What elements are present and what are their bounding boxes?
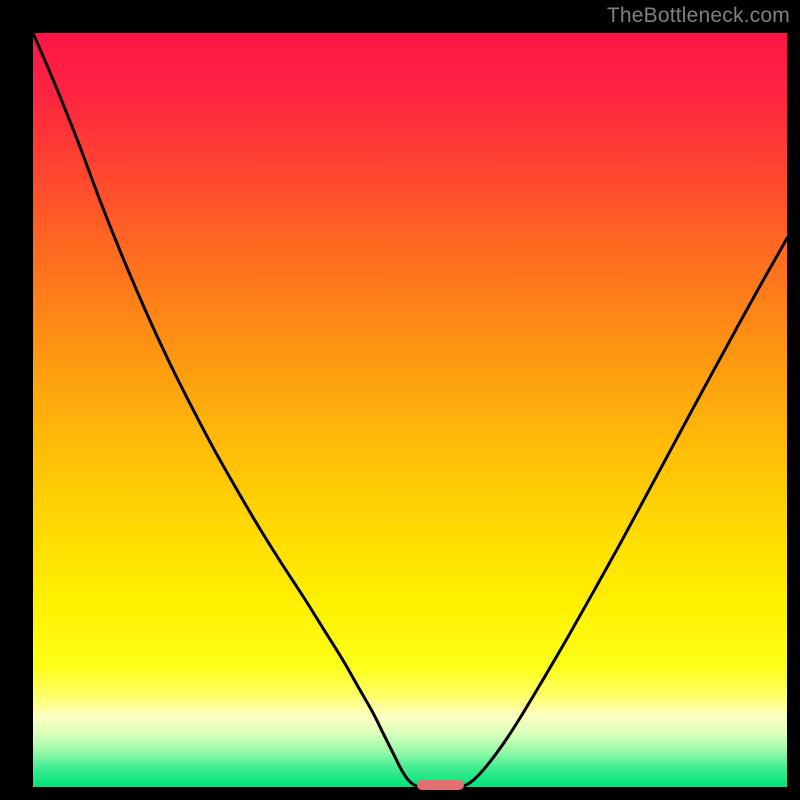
chart-plot-area bbox=[33, 33, 787, 787]
optimal-point-marker bbox=[417, 780, 464, 791]
watermark-text: TheBottleneck.com bbox=[607, 4, 790, 28]
bottleneck-curve bbox=[33, 33, 787, 787]
